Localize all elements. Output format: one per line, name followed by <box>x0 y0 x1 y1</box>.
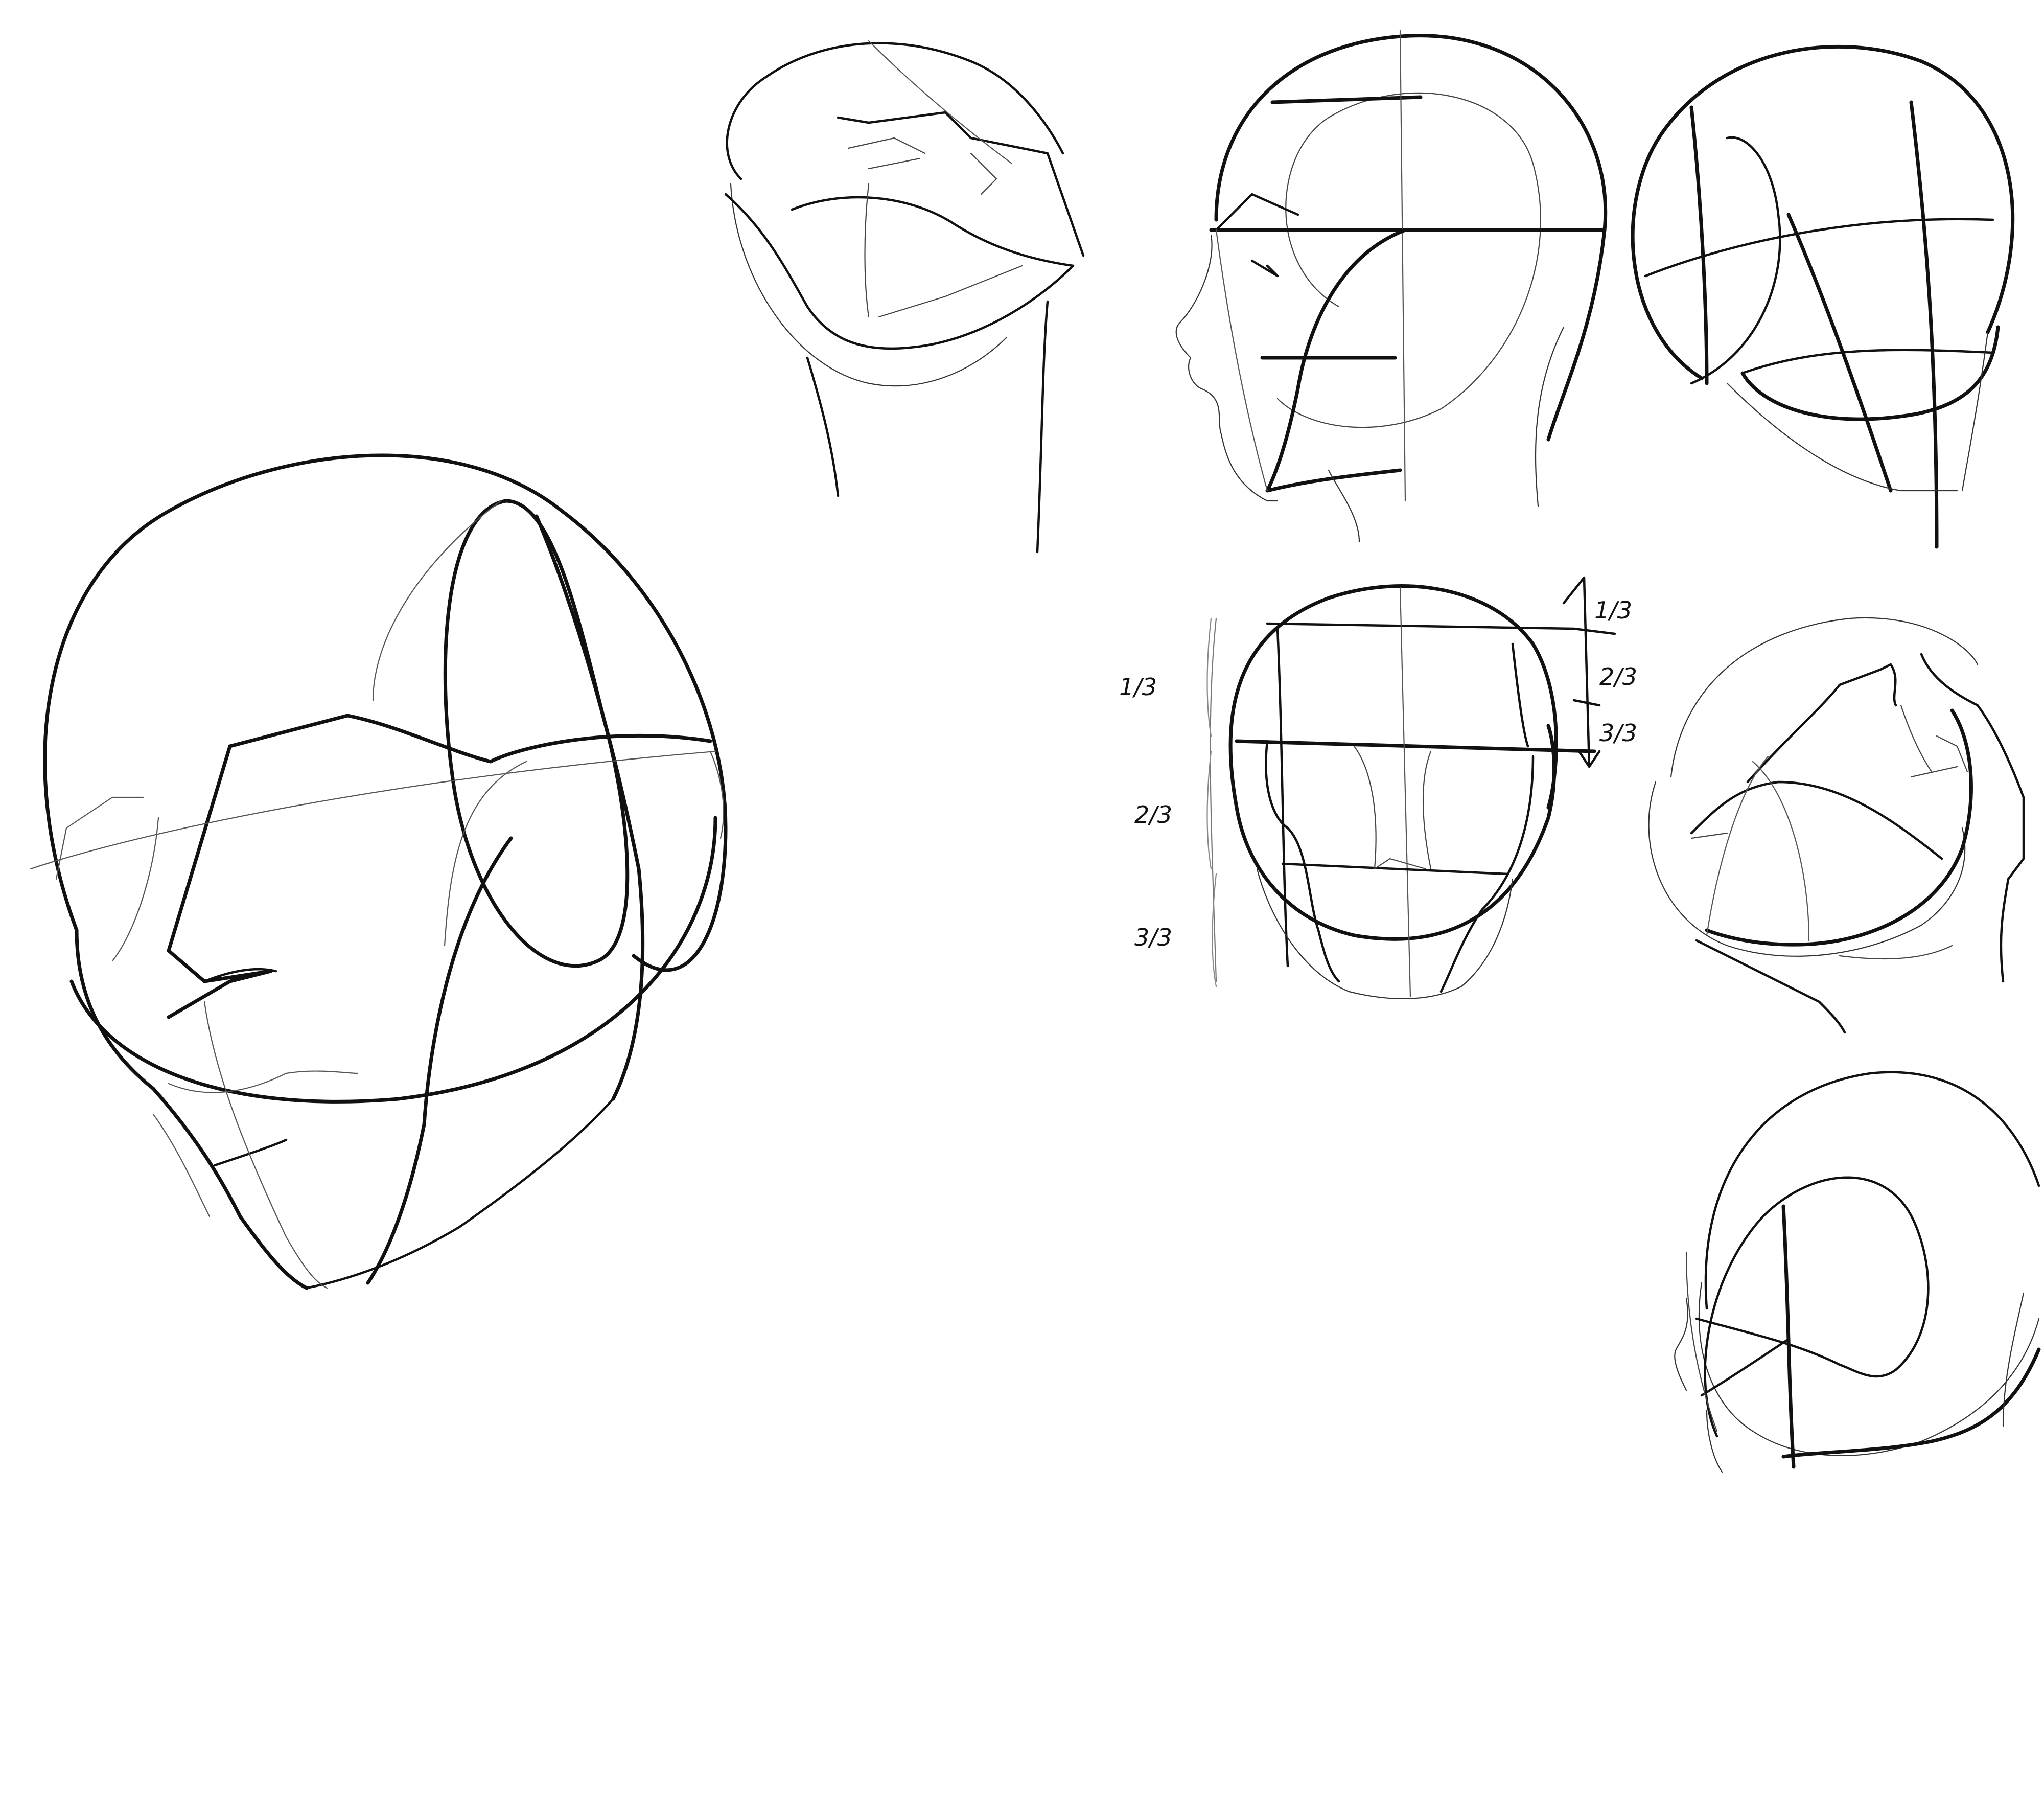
back-head-cranium <box>1633 47 2013 378</box>
profile-head-neck <box>1329 470 1359 542</box>
front-view-head-sketch <box>1210 586 1615 999</box>
profile-head-back-neck <box>1536 327 1564 506</box>
tilted-down-head-mask <box>1748 664 1896 782</box>
down-head-brow <box>1783 1349 2039 1457</box>
large-head-back-line <box>537 516 643 1099</box>
front-head-outer-left <box>1210 618 1216 981</box>
proportion-left-third-third: 3/3 <box>1134 924 1172 951</box>
profile-head-sketch <box>1176 31 1606 542</box>
large-head-cranium <box>45 455 726 970</box>
tilted-head-cranium <box>727 43 1063 179</box>
tilted-head-brow <box>792 197 1073 266</box>
front-head-nose <box>1354 746 1431 869</box>
tilted-down-head-inner <box>1649 782 1965 956</box>
profile-head-jaw-curve <box>1267 230 1405 491</box>
front-head-nose-line <box>1283 864 1507 874</box>
tilted-head-mask <box>726 194 1073 349</box>
tilted-down-head-neck-back <box>2001 879 2008 981</box>
proportion-right-second-third: 2/3 <box>1599 663 1637 691</box>
front-head-face-left <box>1266 741 1339 981</box>
tilted-head-neck-back <box>1037 302 1048 552</box>
back-head-left-vertical <box>1691 107 1707 383</box>
tilted-down-head-chin <box>1840 946 1952 959</box>
proportion-left-second-third: 2/3 <box>1134 801 1172 829</box>
large-head-chin <box>307 1099 613 1288</box>
large-head-face-plane-1 <box>31 751 715 869</box>
large-head-side-guide-2 <box>445 762 526 946</box>
down-facing-head-sketch <box>1675 1072 2039 1472</box>
large-head-horizontal-cut <box>72 818 715 1101</box>
back-view-head-sketch <box>1633 47 2013 547</box>
tilted-down-head-neck <box>1697 940 1845 1032</box>
front-head-brow-line <box>1237 741 1594 751</box>
front-head-chin <box>1257 869 1513 999</box>
proportion-labels-left: 1/3 2/3 3/3 <box>1119 618 1216 986</box>
large-three-quarter-head-sketch <box>31 455 726 1288</box>
large-head-mouth <box>215 1140 286 1165</box>
back-head-chin-line <box>1727 383 1957 491</box>
tilted-down-head-cranium <box>1671 618 1978 777</box>
back-head-right-vertical <box>1911 102 1937 547</box>
tilted-down-head-side <box>1753 762 1809 940</box>
down-head-chin <box>1707 1411 1722 1472</box>
down-head-nose <box>1675 1298 1687 1390</box>
down-head-ellipse <box>1697 1178 1928 1436</box>
tilted-head-face-planes <box>848 138 996 194</box>
proportion-labels-right: 1/3 2/3 3/3 <box>1564 578 1637 767</box>
down-head-cranium-outer <box>1699 1283 2039 1456</box>
tilted-down-head-sketch <box>1649 618 2024 1032</box>
down-head-face-line <box>1702 1339 1788 1395</box>
down-head-cranium <box>1706 1072 2039 1308</box>
tilted-head-cranium-back <box>731 184 1007 386</box>
tilted-head-back-line <box>869 41 1012 164</box>
profile-head-circle <box>1278 93 1541 427</box>
front-head-center-line <box>1400 588 1410 997</box>
large-head-brow-line <box>230 716 710 762</box>
large-head-side-guide <box>373 501 501 700</box>
proportion-right-first-third: 1/3 <box>1594 596 1632 624</box>
front-head-right-side <box>1513 644 1528 746</box>
proportion-right-third-third: 3/3 <box>1599 719 1637 747</box>
front-head-top-line <box>1267 624 1615 634</box>
tilted-down-head-jaw <box>1707 710 1971 945</box>
down-head-left-cut <box>1686 1252 1717 1431</box>
tilted-head-planes-2 <box>865 184 1023 317</box>
tilted-down-head-brow <box>1691 782 1942 859</box>
front-head-left-side <box>1278 629 1288 966</box>
large-head-face-plane-6 <box>153 1114 210 1216</box>
large-head-side-plane <box>445 501 627 966</box>
down-head-back <box>2003 1293 2024 1426</box>
down-head-vertical <box>1783 1206 1794 1467</box>
back-head-lower-line <box>1743 350 1993 373</box>
tilted-down-head-nose <box>1921 654 2024 879</box>
large-head-face-plane-4 <box>204 1002 327 1288</box>
profile-head-vertical <box>1400 31 1405 501</box>
profile-head-face <box>1176 235 1278 501</box>
large-head-jaw <box>77 930 307 1288</box>
tilted-down-head-stroke <box>1691 833 1727 838</box>
large-head-face-plane-2 <box>56 797 143 879</box>
back-head-neck <box>1962 332 1988 491</box>
profile-head-face-plane <box>1216 230 1267 491</box>
large-head-center-line <box>368 838 511 1283</box>
tilted-head-neck-front <box>807 358 838 496</box>
proportion-left-first-third: 1/3 <box>1119 673 1157 701</box>
tilted-down-head-center <box>1707 756 1768 935</box>
back-head-horizontal <box>1743 327 1998 419</box>
back-head-cross-line <box>1645 219 1993 276</box>
tilted-head-face <box>838 112 1083 256</box>
profile-head-top-line <box>1272 97 1421 102</box>
tilted-head-sketch <box>726 41 1083 552</box>
